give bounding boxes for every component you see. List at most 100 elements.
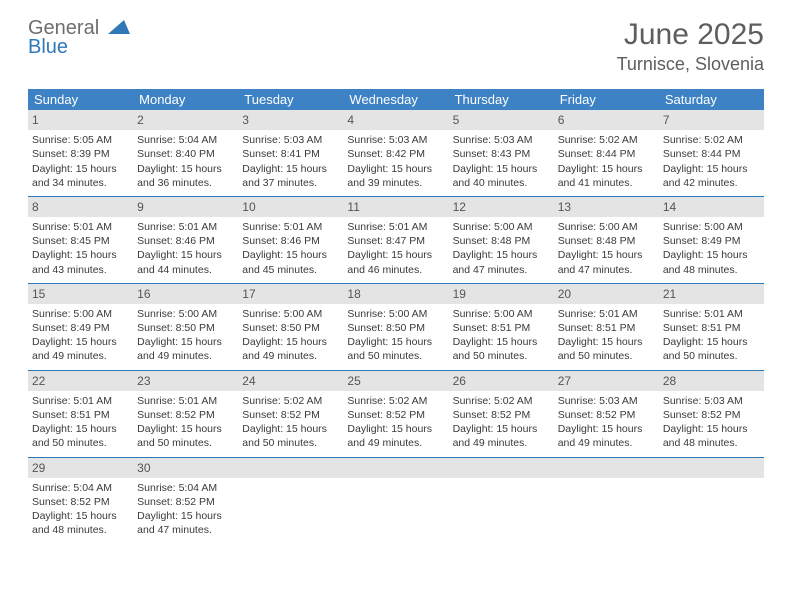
- day-cell: 9Sunrise: 5:01 AMSunset: 8:46 PMDaylight…: [133, 197, 238, 283]
- daylight-line: Daylight: 15 hours and 49 minutes.: [453, 422, 550, 450]
- sunrise-line: Sunrise: 5:01 AM: [32, 220, 129, 234]
- sunset-line: Sunset: 8:48 PM: [453, 234, 550, 248]
- day-number: .: [449, 458, 554, 478]
- day-cell: 11Sunrise: 5:01 AMSunset: 8:47 PMDayligh…: [343, 197, 448, 283]
- day-number: 4: [343, 110, 448, 130]
- daylight-line: Daylight: 15 hours and 48 minutes.: [663, 422, 760, 450]
- header: General Blue June 2025 Turnisce, Sloveni…: [0, 0, 792, 83]
- day-cell: 21Sunrise: 5:01 AMSunset: 8:51 PMDayligh…: [659, 284, 764, 370]
- week-row: 29Sunrise: 5:04 AMSunset: 8:52 PMDayligh…: [28, 458, 764, 544]
- sunrise-line: Sunrise: 5:01 AM: [137, 220, 234, 234]
- day-cell: .: [554, 458, 659, 544]
- sunrise-line: Sunrise: 5:00 AM: [137, 307, 234, 321]
- logo: General Blue: [28, 18, 130, 57]
- sunrise-line: Sunrise: 5:00 AM: [453, 220, 550, 234]
- dow-cell: Monday: [133, 89, 238, 110]
- day-number: 27: [554, 371, 659, 391]
- sunrise-line: Sunrise: 5:01 AM: [32, 394, 129, 408]
- dow-cell: Thursday: [449, 89, 554, 110]
- sunset-line: Sunset: 8:39 PM: [32, 147, 129, 161]
- week-row: 1Sunrise: 5:05 AMSunset: 8:39 PMDaylight…: [28, 110, 764, 197]
- day-cell: .: [343, 458, 448, 544]
- day-cell: 1Sunrise: 5:05 AMSunset: 8:39 PMDaylight…: [28, 110, 133, 196]
- dow-cell: Tuesday: [238, 89, 343, 110]
- day-number: 26: [449, 371, 554, 391]
- day-number: 3: [238, 110, 343, 130]
- day-number: 19: [449, 284, 554, 304]
- daylight-line: Daylight: 15 hours and 48 minutes.: [32, 509, 129, 537]
- day-number: 10: [238, 197, 343, 217]
- sunrise-line: Sunrise: 5:01 AM: [242, 220, 339, 234]
- month-title: June 2025: [617, 18, 764, 52]
- day-cell: 5Sunrise: 5:03 AMSunset: 8:43 PMDaylight…: [449, 110, 554, 196]
- sunset-line: Sunset: 8:45 PM: [32, 234, 129, 248]
- day-cell: 28Sunrise: 5:03 AMSunset: 8:52 PMDayligh…: [659, 371, 764, 457]
- sunrise-line: Sunrise: 5:00 AM: [347, 307, 444, 321]
- sunset-line: Sunset: 8:52 PM: [137, 495, 234, 509]
- day-number: 29: [28, 458, 133, 478]
- sunrise-line: Sunrise: 5:03 AM: [453, 133, 550, 147]
- daylight-line: Daylight: 15 hours and 43 minutes.: [32, 248, 129, 276]
- day-number: 11: [343, 197, 448, 217]
- daylight-line: Daylight: 15 hours and 45 minutes.: [242, 248, 339, 276]
- day-cell: 20Sunrise: 5:01 AMSunset: 8:51 PMDayligh…: [554, 284, 659, 370]
- day-cell: 13Sunrise: 5:00 AMSunset: 8:48 PMDayligh…: [554, 197, 659, 283]
- day-cell: 24Sunrise: 5:02 AMSunset: 8:52 PMDayligh…: [238, 371, 343, 457]
- sunset-line: Sunset: 8:52 PM: [32, 495, 129, 509]
- week-row: 8Sunrise: 5:01 AMSunset: 8:45 PMDaylight…: [28, 197, 764, 284]
- daylight-line: Daylight: 15 hours and 44 minutes.: [137, 248, 234, 276]
- day-cell: 2Sunrise: 5:04 AMSunset: 8:40 PMDaylight…: [133, 110, 238, 196]
- sunset-line: Sunset: 8:52 PM: [242, 408, 339, 422]
- sunrise-line: Sunrise: 5:01 AM: [137, 394, 234, 408]
- calendar: SundayMondayTuesdayWednesdayThursdayFrid…: [28, 89, 764, 543]
- day-cell: 29Sunrise: 5:04 AMSunset: 8:52 PMDayligh…: [28, 458, 133, 544]
- day-number: 7: [659, 110, 764, 130]
- day-of-week-header: SundayMondayTuesdayWednesdayThursdayFrid…: [28, 89, 764, 110]
- day-number: .: [238, 458, 343, 478]
- sunset-line: Sunset: 8:52 PM: [453, 408, 550, 422]
- sunrise-line: Sunrise: 5:00 AM: [32, 307, 129, 321]
- daylight-line: Daylight: 15 hours and 49 minutes.: [242, 335, 339, 363]
- daylight-line: Daylight: 15 hours and 47 minutes.: [558, 248, 655, 276]
- sunset-line: Sunset: 8:52 PM: [663, 408, 760, 422]
- day-number: 28: [659, 371, 764, 391]
- sunset-line: Sunset: 8:52 PM: [558, 408, 655, 422]
- day-cell: 4Sunrise: 5:03 AMSunset: 8:42 PMDaylight…: [343, 110, 448, 196]
- day-number: 6: [554, 110, 659, 130]
- sunset-line: Sunset: 8:50 PM: [137, 321, 234, 335]
- daylight-line: Daylight: 15 hours and 37 minutes.: [242, 162, 339, 190]
- sunset-line: Sunset: 8:46 PM: [137, 234, 234, 248]
- logo-blue: Blue: [28, 37, 130, 57]
- daylight-line: Daylight: 15 hours and 50 minutes.: [137, 422, 234, 450]
- daylight-line: Daylight: 15 hours and 40 minutes.: [453, 162, 550, 190]
- daylight-line: Daylight: 15 hours and 49 minutes.: [32, 335, 129, 363]
- sunrise-line: Sunrise: 5:03 AM: [347, 133, 444, 147]
- sunset-line: Sunset: 8:44 PM: [663, 147, 760, 161]
- dow-cell: Friday: [554, 89, 659, 110]
- day-cell: 3Sunrise: 5:03 AMSunset: 8:41 PMDaylight…: [238, 110, 343, 196]
- day-cell: 23Sunrise: 5:01 AMSunset: 8:52 PMDayligh…: [133, 371, 238, 457]
- day-number: .: [343, 458, 448, 478]
- dow-cell: Wednesday: [343, 89, 448, 110]
- day-cell: .: [659, 458, 764, 544]
- daylight-line: Daylight: 15 hours and 50 minutes.: [242, 422, 339, 450]
- day-cell: 27Sunrise: 5:03 AMSunset: 8:52 PMDayligh…: [554, 371, 659, 457]
- daylight-line: Daylight: 15 hours and 41 minutes.: [558, 162, 655, 190]
- week-row: 22Sunrise: 5:01 AMSunset: 8:51 PMDayligh…: [28, 371, 764, 458]
- day-cell: 14Sunrise: 5:00 AMSunset: 8:49 PMDayligh…: [659, 197, 764, 283]
- day-number: 2: [133, 110, 238, 130]
- day-cell: 6Sunrise: 5:02 AMSunset: 8:44 PMDaylight…: [554, 110, 659, 196]
- sunrise-line: Sunrise: 5:02 AM: [242, 394, 339, 408]
- day-number: 18: [343, 284, 448, 304]
- day-cell: 30Sunrise: 5:04 AMSunset: 8:52 PMDayligh…: [133, 458, 238, 544]
- day-number: 12: [449, 197, 554, 217]
- day-number: 20: [554, 284, 659, 304]
- daylight-line: Daylight: 15 hours and 48 minutes.: [663, 248, 760, 276]
- day-cell: 10Sunrise: 5:01 AMSunset: 8:46 PMDayligh…: [238, 197, 343, 283]
- day-number: .: [554, 458, 659, 478]
- day-cell: 25Sunrise: 5:02 AMSunset: 8:52 PMDayligh…: [343, 371, 448, 457]
- day-cell: 8Sunrise: 5:01 AMSunset: 8:45 PMDaylight…: [28, 197, 133, 283]
- sunset-line: Sunset: 8:47 PM: [347, 234, 444, 248]
- day-cell: .: [449, 458, 554, 544]
- daylight-line: Daylight: 15 hours and 50 minutes.: [32, 422, 129, 450]
